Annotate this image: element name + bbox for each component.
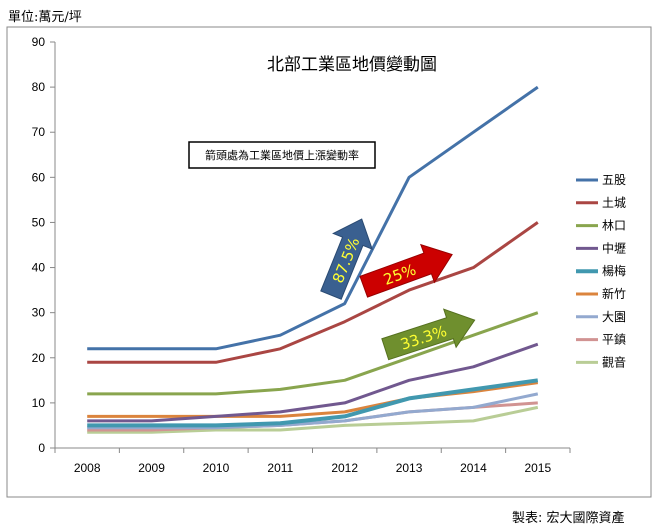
series-line xyxy=(87,85,539,351)
y-axis-ticks: 0 10 20 30 40 50 60 70 80 90 xyxy=(32,35,55,455)
y-tick-label: 40 xyxy=(32,261,46,275)
legend-label: 中壢 xyxy=(602,240,626,255)
x-tick-label: 2010 xyxy=(203,461,230,475)
x-tick-label: 2015 xyxy=(524,461,551,475)
chart-title: 北部工業區地價變動圖 xyxy=(267,55,437,75)
series-line xyxy=(87,221,539,364)
legend-label: 林口 xyxy=(602,219,626,233)
x-axis-ticks: 2008 2009 2010 2011 2012 2013 2014 2015 xyxy=(54,448,571,475)
legend-label: 新竹 xyxy=(602,286,626,301)
y-tick-label: 60 xyxy=(32,170,46,184)
x-tick-label: 2009 xyxy=(138,461,165,475)
legend-label: 大園 xyxy=(602,310,626,324)
legend-label: 平鎮 xyxy=(602,332,626,347)
y-tick-label: 90 xyxy=(32,35,46,49)
x-tick-label: 2014 xyxy=(460,461,487,475)
legend-label: 楊梅 xyxy=(602,263,626,278)
x-tick-label: 2011 xyxy=(267,461,293,475)
series-line xyxy=(87,392,539,430)
credit-label: 製表: 宏大國際資產 xyxy=(512,511,625,526)
y-tick-label: 70 xyxy=(32,125,46,139)
series-line xyxy=(87,405,539,434)
y-tick-label: 0 xyxy=(38,441,45,455)
series-line xyxy=(87,311,539,396)
y-tick-label: 30 xyxy=(32,306,46,320)
x-tick-label: 2008 xyxy=(74,461,101,475)
x-tick-label: 2012 xyxy=(331,461,358,475)
legend-label: 土城 xyxy=(602,196,626,210)
x-tick-label: 2013 xyxy=(396,461,423,475)
annotation-text: 箭頭處為工業區地價上漲變動率 xyxy=(205,148,359,162)
y-tick-label: 80 xyxy=(32,80,46,94)
unit-label: 單位:萬元/坪 xyxy=(8,10,82,25)
arrow-25: 25% xyxy=(359,243,453,298)
y-tick-label: 10 xyxy=(32,396,46,410)
legend-label: 觀音 xyxy=(602,354,626,369)
legend-label: 五股 xyxy=(602,173,626,187)
series-line xyxy=(87,342,539,423)
series-lines xyxy=(87,85,539,434)
series-line xyxy=(87,378,539,428)
annotation-box xyxy=(188,141,376,169)
y-tick-label: 20 xyxy=(32,351,46,365)
y-tick-label: 50 xyxy=(32,215,46,229)
